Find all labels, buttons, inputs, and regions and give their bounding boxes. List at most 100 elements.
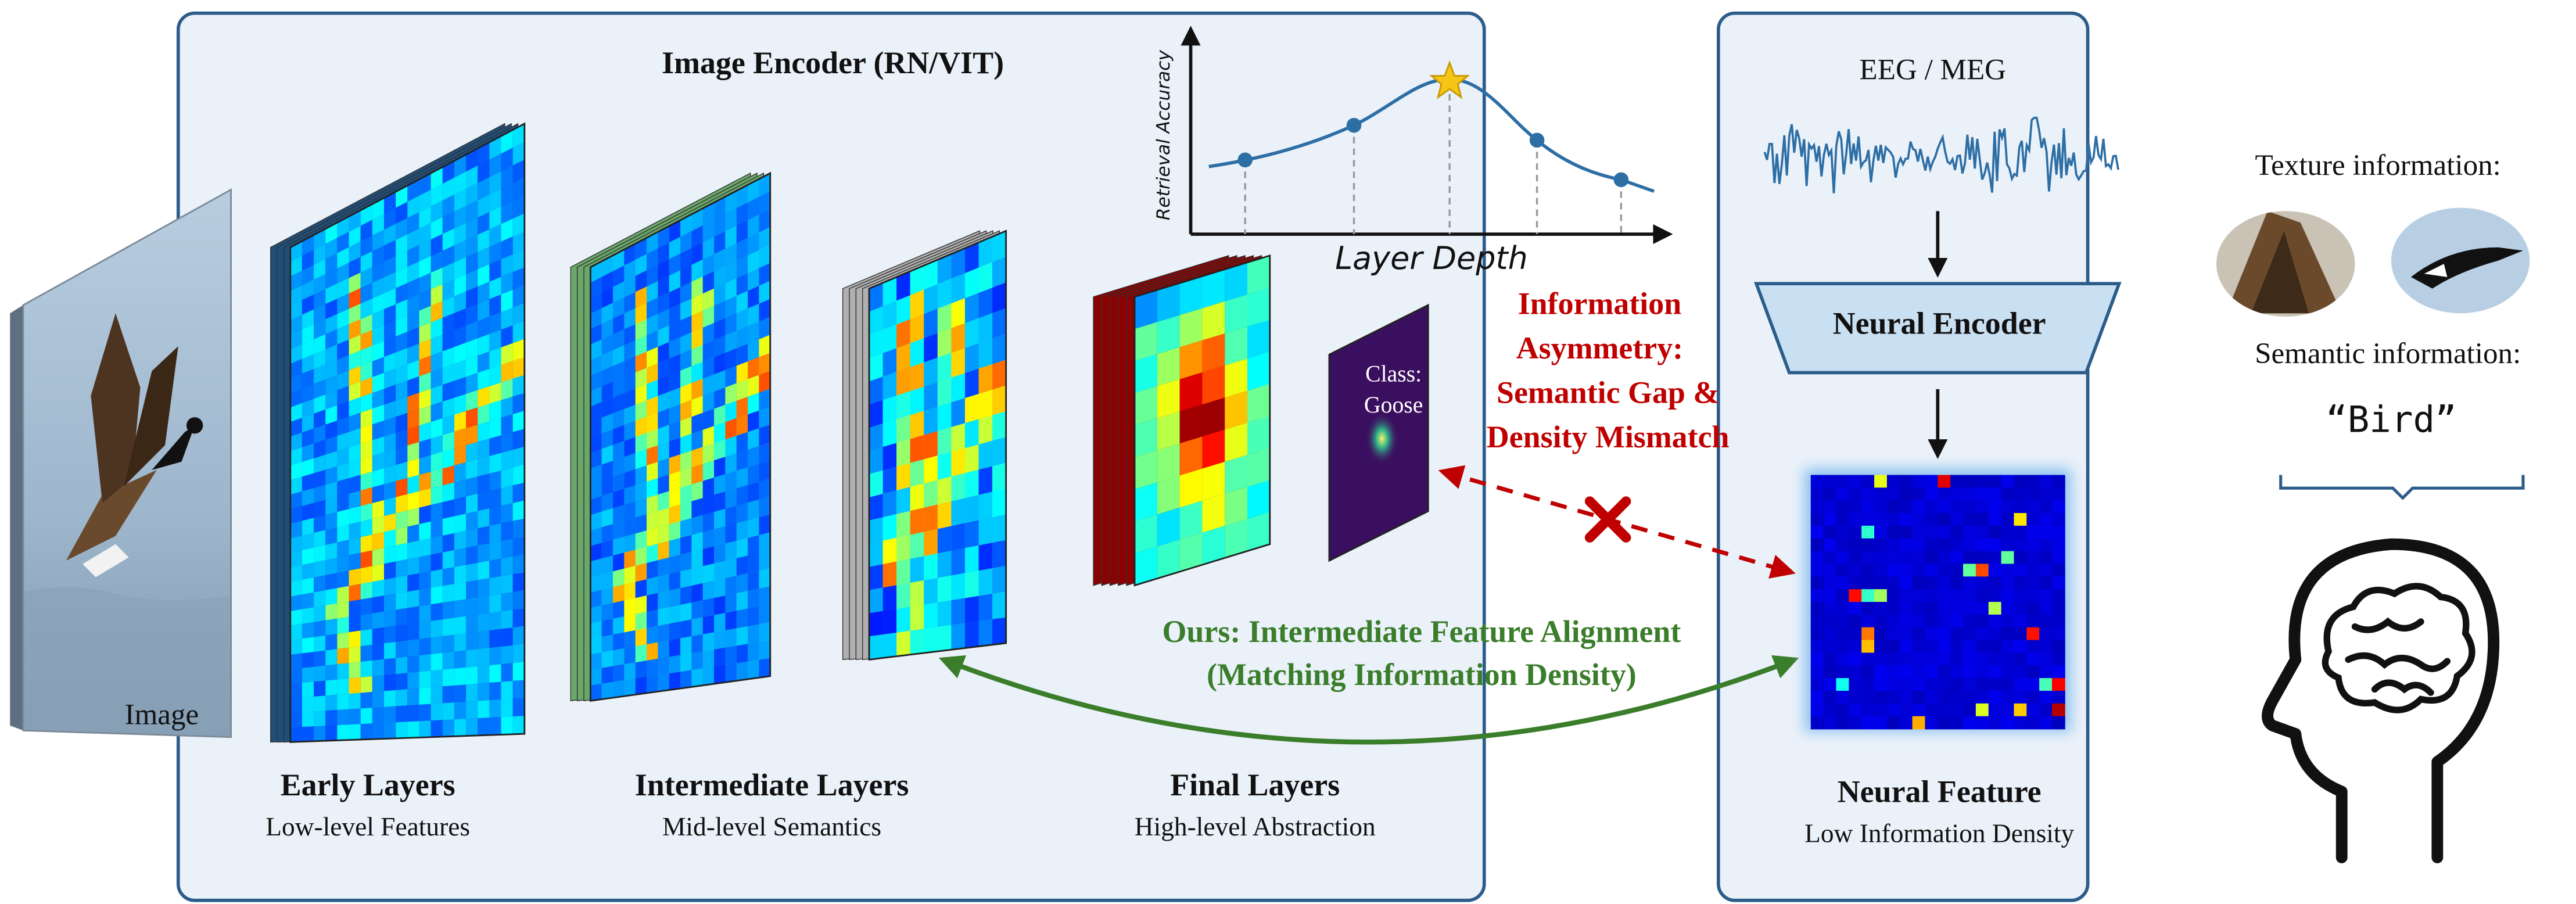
- heatmap-cell: [372, 500, 385, 519]
- heatmap-cell: [647, 494, 658, 515]
- heatmap-cell: [396, 267, 408, 289]
- heatmap-cell: [337, 417, 349, 436]
- heatmap-cell: [384, 561, 396, 580]
- neural-cell: [1963, 665, 1976, 679]
- heatmap-cell: [992, 514, 1006, 543]
- heatmap-cell: [882, 537, 897, 565]
- heatmap-cell: [669, 554, 681, 575]
- neural-cell: [2026, 500, 2040, 514]
- neural-cell: [1925, 703, 1939, 717]
- heatmap-cell: [882, 372, 897, 400]
- heatmap-cell: [419, 720, 431, 738]
- neural-cell: [2026, 564, 2040, 577]
- neural-cell: [1925, 564, 1939, 577]
- heatmap-cell: [419, 223, 431, 245]
- heatmap-cell: [442, 482, 454, 503]
- heatmap-cell: [759, 227, 770, 250]
- neural-cell: [1912, 487, 1926, 501]
- neural-cell: [1836, 652, 1850, 666]
- neural-cell: [1912, 614, 1926, 628]
- heatmap-cell: [454, 496, 467, 516]
- neural-cell: [2039, 690, 2053, 704]
- neural-cell: [2001, 564, 2015, 577]
- neural-feature-map: [1810, 475, 2065, 730]
- heatmap-cell: [910, 435, 924, 463]
- heatmap-cell: [430, 301, 443, 322]
- heatmap-cell: [736, 485, 748, 506]
- heatmap-cell: [325, 451, 338, 470]
- heatmap-cell: [714, 422, 726, 443]
- heatmap-cell: [466, 683, 478, 702]
- heatmap-cell: [384, 481, 396, 500]
- heatmap-cell: [466, 356, 478, 377]
- neural-cell: [1886, 500, 1900, 514]
- asymmetry-text: Semantic Gap &: [1497, 375, 1719, 410]
- heatmap-cell: [869, 423, 883, 451]
- stage-subtitle: Low-level Features: [266, 812, 470, 841]
- heatmap-cell: [466, 182, 478, 206]
- heatmap-cell: [454, 582, 467, 601]
- heatmap-cell: [360, 644, 372, 662]
- heatmap-cell: [882, 514, 897, 541]
- heatmap-cell: [302, 250, 314, 271]
- heatmap-cell: [501, 521, 513, 541]
- heatmap-cell: [736, 573, 748, 594]
- heatmap-cell: [658, 226, 669, 249]
- heatmap-cell: [748, 375, 759, 397]
- heatmap-cell: [647, 478, 658, 498]
- heatmap-cell: [430, 234, 443, 256]
- neural-cell: [1988, 538, 2002, 552]
- heatmap-cell: [725, 400, 737, 422]
- neural-cell: [1874, 640, 1888, 654]
- heatmap-cell: [759, 622, 770, 643]
- heatmap-cell: [669, 303, 681, 326]
- heatmap-cell: [396, 575, 408, 594]
- heatmap-cell: [512, 572, 525, 593]
- heatmap-cell: [601, 271, 613, 293]
- neural-cell: [1836, 678, 1850, 691]
- heatmap-cell: [590, 590, 602, 608]
- heatmap-cell: [454, 547, 467, 567]
- heatmap-cell: [314, 605, 326, 622]
- heatmap-cell: [419, 620, 431, 639]
- heatmap-cell: [635, 238, 647, 260]
- heatmap-cell: [759, 406, 770, 429]
- heatmap-cell: [624, 260, 636, 282]
- heatmap-cell: [714, 249, 726, 271]
- heatmap-cell: [302, 294, 314, 315]
- heatmap-cell: [419, 239, 431, 261]
- heatmap-cell: [613, 664, 625, 682]
- heatmap-cell: [601, 461, 613, 480]
- heatmap-cell: [924, 627, 938, 653]
- heatmap-cell: [430, 435, 443, 455]
- heatmap-cell: [396, 364, 408, 385]
- heatmap-cell: [349, 335, 361, 356]
- heatmap-cell: [647, 658, 658, 677]
- heatmap-cell: [635, 286, 647, 308]
- heatmap-cell: [613, 313, 625, 335]
- heatmap-cell: [349, 303, 361, 325]
- heatmap-cell: [658, 392, 669, 412]
- neural-cell: [1899, 614, 1913, 628]
- heatmap-cell: [466, 718, 478, 736]
- heatmap-cell: [419, 488, 431, 508]
- heatmap-cell: [658, 342, 669, 364]
- heatmap-cell: [489, 488, 501, 509]
- heatmap-cell: [680, 247, 692, 271]
- heatmap-cell: [613, 345, 625, 366]
- heatmap-cell: [302, 622, 314, 639]
- heatmap-cell: [613, 504, 625, 524]
- heatmap-cell: [512, 608, 525, 628]
- neural-cell: [1925, 614, 1939, 628]
- heatmap-cell: [478, 246, 490, 270]
- heatmap-cell: [910, 532, 924, 559]
- heatmap-cell: [613, 680, 625, 698]
- heatmap-cell: [680, 264, 692, 288]
- heatmap-cell: [325, 253, 338, 274]
- heatmap-cell: [951, 273, 965, 304]
- neural-cell: [1823, 576, 1837, 590]
- heatmap-cell: [384, 368, 396, 389]
- heatmap-cell: [647, 527, 658, 547]
- heatmap-cell: [290, 358, 302, 379]
